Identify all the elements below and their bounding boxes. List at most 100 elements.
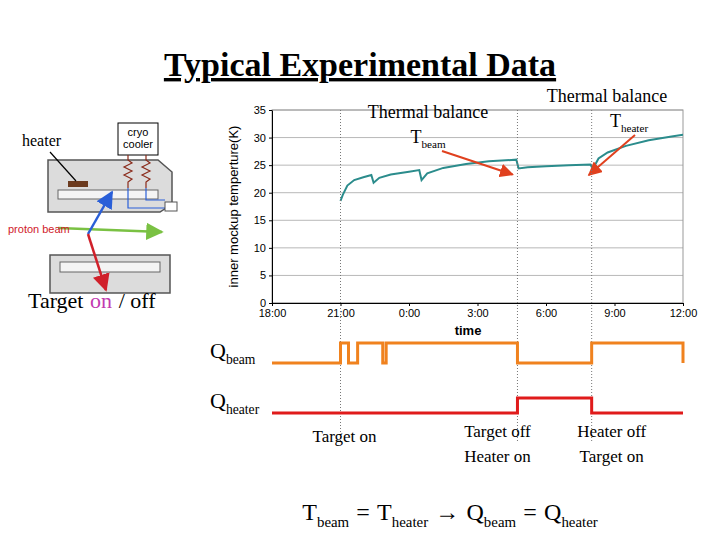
heater-leader — [50, 152, 76, 181]
x-tick: 18:00 — [259, 303, 287, 319]
signal-label: Qheater — [210, 388, 260, 417]
event-line — [517, 110, 518, 442]
y-tick-label: 30 — [254, 132, 266, 144]
y-tick-mark — [269, 193, 272, 194]
x-tick-mark — [615, 303, 616, 306]
event-label: Target on — [312, 427, 377, 446]
x-tick-label: 0:00 — [399, 307, 420, 319]
event-label: Target off — [464, 422, 531, 441]
schematic: heater cryocooler proton beam — [8, 123, 177, 293]
annotation-text: Thermal balance — [547, 86, 667, 106]
upper-chamber — [48, 160, 172, 212]
x-axis: 18:0021:000:003:006:009:0012:00 — [259, 303, 698, 319]
y-tick-mark — [269, 220, 272, 221]
signal-label: Qbeam — [210, 338, 256, 367]
event-line — [340, 110, 341, 442]
heater-pad — [68, 181, 88, 187]
thermal-resistor — [142, 155, 150, 188]
x-tick-label: 12:00 — [670, 307, 698, 319]
y-tick-label: 15 — [254, 214, 266, 226]
y-axis: 05101520253035 — [254, 104, 273, 309]
equation: Tbeam=Theater→Qbeam=Qheater — [302, 499, 597, 530]
event-label: Heater on — [464, 447, 531, 466]
subscript: beam — [226, 352, 256, 367]
text-part: / off — [119, 288, 157, 313]
grid-line — [272, 165, 683, 166]
timing: Qbeam Qheater Target on Target off Heater on… — [210, 110, 683, 466]
x-tick-mark — [272, 303, 273, 306]
subscript: beam — [317, 514, 350, 530]
plot-frame — [272, 110, 683, 303]
subscript: beam — [421, 138, 445, 150]
annotation-arrow — [589, 135, 635, 175]
y-tick-label: 25 — [254, 159, 266, 171]
subscript: heater — [621, 122, 649, 134]
y-tick-mark — [269, 138, 272, 139]
cooler-label: cryo — [128, 126, 149, 138]
grid-line — [272, 137, 683, 138]
x-tick: 9:00 — [604, 303, 625, 319]
text-part: Thermal balance — [547, 86, 667, 106]
x-tick: 0:00 — [399, 303, 420, 319]
y-tick-mark — [269, 303, 272, 304]
plot-marks — [341, 135, 684, 201]
text-part: Q — [467, 499, 484, 525]
x-tick: 12:00 — [670, 303, 698, 319]
x-tick-mark — [478, 303, 479, 306]
connector — [165, 202, 177, 211]
annotation: Thermal balance Theater — [547, 86, 667, 175]
annotation-text: Thermal balance — [368, 102, 488, 122]
title: Typical Experimental Data — [164, 46, 556, 83]
cryo-cooler-box — [118, 123, 158, 155]
beam-label: proton beam — [8, 223, 70, 235]
cooler-label: cooler — [123, 138, 153, 150]
grid-line — [272, 220, 683, 221]
y-tick-mark — [269, 165, 272, 166]
y-tick: 20 — [254, 187, 272, 199]
x-tick-label: 18:00 — [259, 307, 287, 319]
text-part: T — [410, 127, 421, 147]
y-tick-label: 10 — [254, 242, 266, 254]
annotation-text: Theater — [610, 111, 649, 134]
text-part: = — [523, 499, 537, 525]
text-part: → — [435, 499, 459, 525]
target-on-off: Targeton/ off — [28, 288, 156, 313]
thermal-resistor — [124, 155, 132, 188]
x-tick-mark — [683, 303, 684, 306]
y-tick: 10 — [254, 242, 272, 254]
text-part: Target — [28, 288, 83, 313]
sensor-wire — [128, 188, 165, 208]
y-tick: 30 — [254, 132, 272, 144]
subscript: heater — [561, 514, 597, 530]
x-tick-label: 6:00 — [536, 307, 557, 319]
x-tick-label: 9:00 — [604, 307, 625, 319]
y-tick: 15 — [254, 214, 272, 226]
signal-trace — [272, 398, 683, 413]
proton-beam-arrow — [58, 228, 162, 232]
annotation-arrow — [442, 151, 513, 174]
x-axis-title: time — [455, 323, 482, 338]
y-tick-mark — [269, 275, 272, 276]
event-label: Heater off — [577, 422, 646, 441]
x-tick: 6:00 — [536, 303, 557, 319]
grid-line — [272, 275, 683, 276]
text-part: = — [356, 499, 370, 525]
heater-label: heater — [22, 132, 62, 149]
y-axis-line — [272, 111, 273, 304]
y-tick-mark — [269, 110, 272, 111]
scatter-arrow-down — [88, 234, 106, 290]
subscript: heater — [226, 402, 260, 417]
temperature-line — [341, 135, 684, 201]
annotation-text: Tbeam — [410, 127, 445, 150]
text-part: Thermal balance — [368, 102, 488, 122]
y-axis-title: inner mockup temperture(K) — [226, 126, 241, 288]
subscript: heater — [392, 514, 428, 530]
text-part: Q — [210, 388, 226, 413]
y-tick-mark — [269, 248, 272, 249]
chart: 0510152025303518:0021:000:003:006:009:00… — [226, 104, 697, 338]
x-tick-mark — [409, 303, 410, 306]
text-part: T — [302, 499, 317, 525]
text-part: Q — [544, 499, 561, 525]
annotation: Thermal balance Tbeam — [368, 102, 513, 174]
grid-line — [272, 247, 683, 248]
